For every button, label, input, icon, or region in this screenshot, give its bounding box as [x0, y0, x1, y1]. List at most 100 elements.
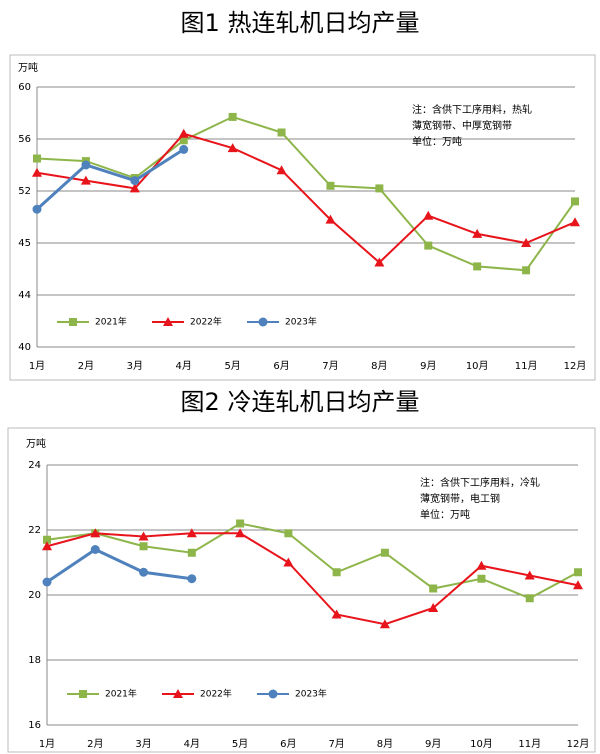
annotation: 薄宽钢带、中厚宽钢带 — [412, 119, 512, 132]
legend-label: 2021年 — [95, 316, 127, 328]
x-tick-label: 1月 — [39, 738, 55, 750]
legend-label: 2022年 — [200, 688, 232, 700]
x-tick-label: 10月 — [466, 360, 489, 372]
series-line — [46, 532, 579, 626]
x-tick-label: 5月 — [224, 360, 240, 372]
marker — [379, 619, 390, 629]
marker — [90, 545, 100, 554]
chart-title: 图1 热连轧机日均产量 — [181, 9, 420, 37]
x-tick-label: 6月 — [273, 360, 289, 372]
annotation: 注：含供下工序用料，冷轧 — [420, 476, 540, 489]
marker — [325, 214, 336, 224]
x-tick-label: 12月 — [564, 360, 587, 372]
x-tick-label: 5月 — [232, 738, 248, 750]
annotation: 单位：万吨 — [412, 135, 462, 148]
marker — [186, 528, 197, 538]
marker — [522, 266, 531, 275]
marker — [90, 528, 101, 538]
y-tick-label: 56 — [18, 134, 31, 145]
marker — [268, 689, 278, 699]
marker — [138, 531, 149, 541]
marker — [42, 541, 52, 551]
x-tick-label: 11月 — [515, 360, 538, 372]
x-tick-label: 12月 — [567, 738, 590, 750]
marker — [69, 318, 77, 326]
y-tick-label: 60 — [18, 82, 31, 93]
marker — [235, 528, 246, 538]
marker — [331, 609, 342, 619]
marker — [571, 197, 579, 206]
marker — [428, 603, 439, 612]
y-tick-label: 44 — [18, 290, 31, 301]
chart-title: 图2 冷连轧机日均产量 — [181, 388, 420, 416]
annotation: 注：含供下工序用料，热轧 — [412, 103, 532, 116]
marker — [139, 567, 149, 577]
x-tick-label: 10月 — [470, 738, 493, 750]
y-tick-label: 52 — [18, 186, 31, 197]
annotation: 单位：万吨 — [420, 508, 470, 521]
marker — [524, 570, 535, 580]
marker — [258, 317, 268, 327]
y-tick-label: 18 — [28, 655, 41, 666]
marker — [423, 210, 434, 220]
legend-label: 2022年 — [190, 316, 222, 328]
x-tick-label: 4月 — [184, 738, 200, 750]
annotation: 薄宽钢带，电工钢 — [420, 492, 500, 505]
marker — [228, 112, 237, 121]
series-line — [46, 547, 193, 584]
x-tick-label: 2月 — [87, 738, 103, 750]
x-tick-label: 6月 — [280, 738, 296, 750]
marker — [179, 144, 189, 154]
series-line — [36, 132, 576, 264]
legend-label: 2023年 — [285, 316, 317, 328]
marker — [429, 584, 438, 593]
marker — [574, 568, 582, 577]
marker — [236, 519, 245, 528]
marker — [33, 154, 41, 163]
x-tick-label: 8月 — [377, 738, 393, 750]
marker — [476, 560, 487, 570]
series-line — [36, 115, 576, 272]
marker — [130, 176, 140, 186]
marker — [43, 535, 51, 544]
marker — [473, 262, 482, 271]
marker — [521, 238, 532, 247]
marker — [573, 580, 583, 590]
marker — [374, 257, 385, 267]
marker — [332, 568, 341, 577]
marker — [477, 574, 486, 583]
y-tick-label: 24 — [28, 460, 41, 471]
y-tick-label: 16 — [28, 720, 41, 731]
marker — [375, 184, 384, 193]
marker — [187, 574, 197, 584]
x-tick-label: 3月 — [135, 738, 151, 750]
y-axis-label: 万吨 — [26, 437, 46, 450]
marker — [326, 181, 335, 190]
y-tick-label: 22 — [28, 525, 41, 536]
marker — [570, 217, 580, 227]
x-tick-label: 2月 — [78, 360, 94, 372]
series-line — [35, 148, 185, 211]
marker — [227, 143, 238, 153]
marker — [179, 136, 188, 145]
marker — [163, 317, 173, 326]
x-tick-label: 8月 — [371, 360, 387, 372]
marker — [424, 241, 433, 250]
x-tick-label: 4月 — [176, 360, 192, 372]
x-tick-label: 9月 — [420, 360, 436, 372]
y-tick-label: 20 — [28, 590, 41, 601]
x-tick-label: 3月 — [127, 360, 143, 372]
x-tick-label: 7月 — [328, 738, 344, 750]
marker — [283, 557, 294, 567]
x-tick-label: 1月 — [29, 360, 45, 372]
marker — [187, 548, 196, 557]
marker — [80, 175, 91, 185]
marker — [277, 128, 286, 137]
marker — [525, 594, 534, 603]
y-axis-label: 万吨 — [18, 61, 38, 74]
marker — [81, 160, 91, 170]
marker — [178, 128, 189, 138]
x-tick-label: 7月 — [322, 360, 338, 372]
marker — [32, 204, 42, 214]
